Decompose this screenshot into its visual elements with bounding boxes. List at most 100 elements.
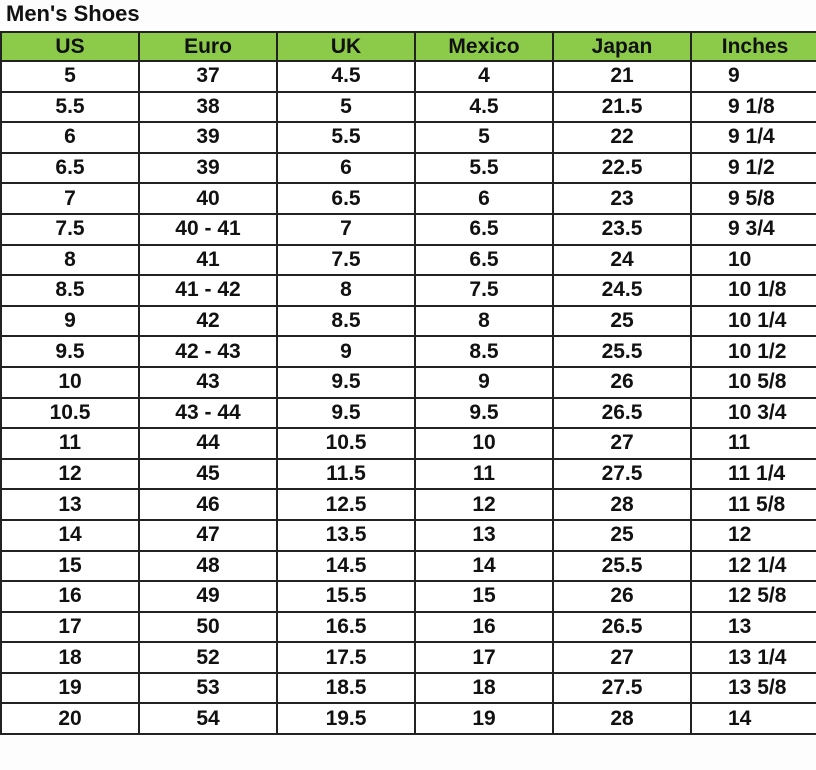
cell-mexico: 19 [414,702,554,736]
cell-mexico: 8 [414,304,554,338]
cell-us: 6 [0,121,140,154]
cell-mexico: 9.5 [414,396,554,430]
cell-us: 18 [0,641,140,674]
cell-inches: 9 1/2 [690,151,816,185]
cell-inches: 9 5/8 [690,182,816,215]
cell-euro: 41 - 42 [138,274,278,307]
cell-mexico: 16 [414,610,554,644]
cell-uk: 13.5 [276,518,416,552]
cell-inches: 10 5/8 [690,365,816,399]
cell-inches: 9 3/4 [690,212,816,246]
column-header-uk: UK [276,31,416,62]
cell-us: 9.5 [0,335,140,368]
cell-euro: 40 [138,182,278,215]
cell-us: 9 [0,304,140,338]
cell-japan: 27 [552,427,692,460]
cell-inches: 9 [690,60,816,93]
column-header-japan: Japan [552,31,692,62]
cell-inches: 11 5/8 [690,488,816,521]
cell-mexico: 14 [414,549,554,583]
cell-inches: 12 5/8 [690,580,816,613]
cell-japan: 23.5 [552,212,692,246]
cell-uk: 15.5 [276,580,416,613]
cell-japan: 28 [552,702,692,736]
cell-uk: 5 [276,90,416,124]
cell-uk: 9 [276,335,416,368]
table-row: 10.5 43 - 44 9.5 9.5 26.5 10 3/4 [0,396,816,430]
table-row: 5 37 4.5 4 21 9 [0,60,816,93]
cell-inches: 10 1/8 [690,274,816,307]
cell-euro: 39 [138,151,278,185]
cell-inches: 12 1/4 [690,549,816,583]
cell-us: 10 [0,365,140,399]
cell-japan: 22.5 [552,151,692,185]
table-row: 12 45 11.5 11 27.5 11 1/4 [0,457,816,491]
cell-mexico: 8.5 [414,335,554,368]
cell-mexico: 12 [414,488,554,521]
cell-inches: 11 [690,427,816,460]
cell-us: 8 [0,243,140,277]
cell-japan: 21 [552,60,692,93]
cell-uk: 9.5 [276,365,416,399]
cell-us: 8.5 [0,274,140,307]
cell-inches: 13 1/4 [690,641,816,674]
cell-japan: 22 [552,121,692,154]
cell-uk: 12.5 [276,488,416,521]
table-row: 9 42 8.5 8 25 10 1/4 [0,304,816,338]
cell-uk: 16.5 [276,610,416,644]
table-row: 9.5 42 - 43 9 8.5 25.5 10 1/2 [0,335,816,368]
cell-uk: 19.5 [276,702,416,736]
cell-japan: 24.5 [552,274,692,307]
cell-uk: 18.5 [276,671,416,705]
cell-euro: 54 [138,702,278,736]
cell-mexico: 6.5 [414,243,554,277]
cell-japan: 25.5 [552,335,692,368]
table-row: 10 43 9.5 9 26 10 5/8 [0,365,816,399]
cell-mexico: 13 [414,518,554,552]
cell-mexico: 9 [414,365,554,399]
cell-japan: 24 [552,243,692,277]
cell-mexico: 11 [414,457,554,491]
cell-euro: 44 [138,427,278,460]
header-row: US Euro UK Mexico Japan Inches [0,31,816,62]
table-row: 20 54 19.5 19 28 14 [0,702,816,736]
cell-mexico: 5 [414,121,554,154]
cell-us: 19 [0,671,140,705]
cell-uk: 9.5 [276,396,416,430]
cell-euro: 45 [138,457,278,491]
cell-japan: 26.5 [552,396,692,430]
table-row: 14 47 13.5 13 25 12 [0,518,816,552]
cell-inches: 10 1/4 [690,304,816,338]
cell-mexico: 6 [414,182,554,215]
cell-uk: 8 [276,274,416,307]
cell-japan: 21.5 [552,90,692,124]
table-row: 16 49 15.5 15 26 12 5/8 [0,580,816,613]
cell-euro: 40 - 41 [138,212,278,246]
cell-euro: 52 [138,641,278,674]
cell-japan: 25 [552,304,692,338]
cell-euro: 38 [138,90,278,124]
cell-euro: 43 [138,365,278,399]
cell-euro: 43 - 44 [138,396,278,430]
cell-euro: 50 [138,610,278,644]
cell-euro: 46 [138,488,278,521]
cell-us: 5 [0,60,140,93]
table-row: 5.5 38 5 4.5 21.5 9 1/8 [0,90,816,124]
cell-japan: 25 [552,518,692,552]
column-header-us: US [0,31,140,62]
cell-japan: 26.5 [552,610,692,644]
cell-us: 7 [0,182,140,215]
column-header-mexico: Mexico [414,31,554,62]
cell-uk: 10.5 [276,427,416,460]
cell-uk: 6 [276,151,416,185]
cell-mexico: 7.5 [414,274,554,307]
cell-inches: 9 1/4 [690,121,816,154]
cell-inches: 14 [690,702,816,736]
size-chart-table: US Euro UK Mexico Japan Inches 5 37 4.5 4 21 9 5.5 3… [0,31,816,736]
cell-japan: 25.5 [552,549,692,583]
table-row: 6 39 5.5 5 22 9 1/4 [0,121,816,154]
table-row: 7 40 6.5 6 23 9 5/8 [0,182,816,215]
cell-euro: 49 [138,580,278,613]
cell-uk: 6.5 [276,182,416,215]
cell-us: 20 [0,702,140,736]
